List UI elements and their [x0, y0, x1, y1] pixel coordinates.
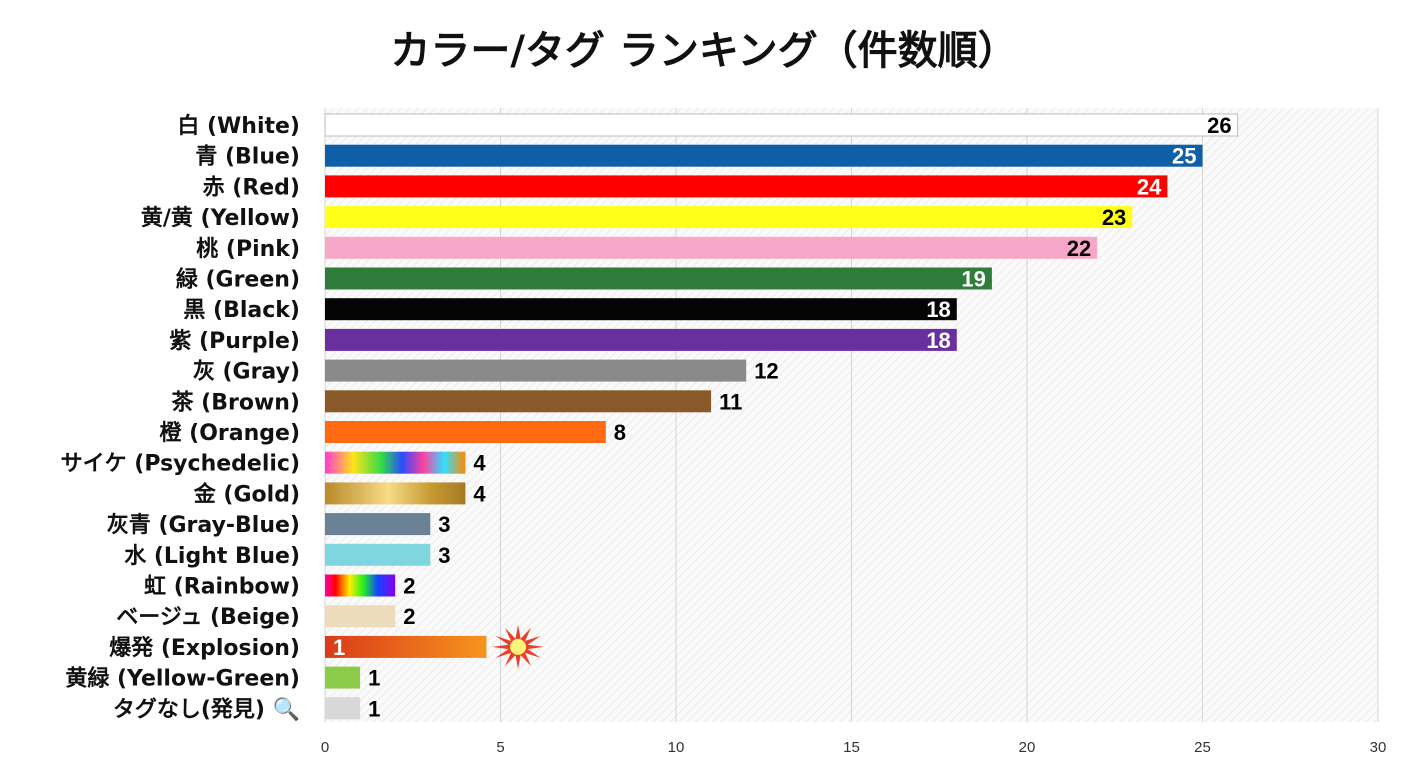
bar [325, 236, 1098, 259]
category-label: 水 (Light Blue) [124, 544, 300, 569]
chart-title: カラー/タグ ランキング（件数順） [390, 28, 1018, 74]
category-label: 灰青 (Gray-Blue) [107, 512, 300, 538]
category-label: 灰 (Gray) [193, 359, 300, 385]
value-label: 1 [333, 635, 345, 660]
bar [325, 328, 957, 351]
category-label: タグなし(発見) 🔍 [113, 694, 300, 722]
category-label: 虹 (Rainbow) [144, 575, 300, 600]
bar [325, 421, 606, 443]
x-tick-label: 0 [321, 739, 329, 756]
value-label: 18 [926, 297, 950, 322]
bar [324, 113, 1239, 137]
value-label: 2 [403, 574, 415, 599]
value-label: 22 [1067, 236, 1091, 261]
x-tick-label: 5 [496, 739, 504, 756]
bar [325, 175, 1168, 198]
value-label: 26 [1207, 113, 1231, 138]
category-label: 橙 (Orange) [160, 421, 301, 446]
category-label: 白 (White) [177, 113, 300, 139]
x-tick-label: 15 [843, 739, 860, 756]
x-tick-label: 20 [1019, 739, 1036, 756]
bar [325, 697, 361, 720]
category-label: 爆発 (Explosion) [109, 636, 300, 661]
value-label: 18 [926, 328, 950, 353]
value-label: 23 [1102, 205, 1126, 230]
category-label: サイケ (Psychedelic) [61, 452, 300, 477]
bar [325, 543, 431, 566]
bar [325, 574, 396, 597]
value-label: 19 [961, 267, 985, 292]
explosion-core [510, 638, 527, 655]
x-tick-label: 10 [668, 739, 685, 756]
value-label: 4 [473, 451, 486, 476]
value-label: 11 [719, 389, 742, 414]
bar [325, 513, 431, 536]
value-label: 2 [403, 604, 415, 629]
bar [325, 144, 1203, 167]
value-label: 25 [1172, 144, 1196, 169]
category-label: 紫 (Purple) [169, 328, 300, 354]
value-label: 1 [368, 666, 380, 691]
x-tick-label: 25 [1194, 739, 1211, 756]
category-label: 黄緑 (Yellow-Green) [65, 666, 300, 692]
value-label: 24 [1137, 174, 1162, 199]
category-label: 黒 (Black) [183, 298, 300, 323]
value-label: 3 [438, 543, 450, 568]
bar [325, 206, 1133, 229]
category-label: 緑 (Green) [176, 267, 300, 293]
value-label: 8 [614, 420, 626, 445]
category-label: 金 (Gold) [193, 481, 300, 507]
category-label: 茶 (Brown) [172, 390, 301, 415]
value-label: 4 [473, 481, 486, 506]
bar [325, 482, 466, 505]
value-label: 3 [438, 512, 450, 537]
x-tick-label: 30 [1370, 739, 1387, 756]
bar [325, 359, 747, 382]
category-label: 黄/黄 (Yellow) [141, 206, 300, 231]
bar [325, 267, 992, 290]
bar [325, 390, 712, 413]
bar [325, 666, 361, 689]
category-label: ベージュ (Beige) [116, 605, 300, 630]
category-label: 青 (Blue) [195, 145, 300, 170]
bar [325, 605, 396, 628]
bar [325, 635, 487, 658]
value-label: 12 [754, 359, 778, 384]
value-label: 1 [368, 696, 380, 721]
bar [325, 298, 957, 321]
bar [325, 451, 466, 474]
category-label: 桃 (Pink) [196, 237, 300, 262]
category-label: 赤 (Red) [203, 175, 300, 200]
